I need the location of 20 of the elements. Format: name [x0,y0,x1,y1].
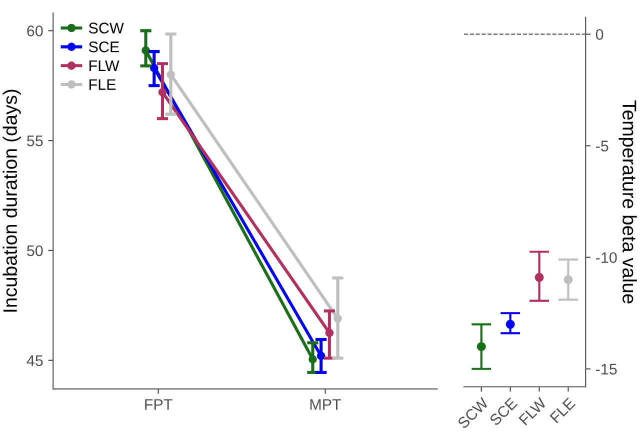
y-tick-label: -10 [596,252,617,264]
y-tick-label: 55 [27,136,43,146]
y-tick-label: 45 [26,355,43,366]
y-axis-title: Temperature beta value [618,100,637,304]
legend-label: FLW [90,60,120,71]
y-axis-title: Incubation duration (days) [2,90,21,312]
y-tick-label: -5 [596,140,608,152]
x-tick-label: MPT [310,399,342,410]
legend-label: FLE [90,79,116,90]
y-tick-label: 60 [27,26,43,36]
y-tick-label: -15 [596,364,617,375]
point [534,272,544,282]
point [476,342,486,352]
legend-label: SCE [88,42,120,52]
y-tick-label: 0 [596,29,604,40]
point [564,275,573,284]
legend-label: SCW [88,22,124,34]
point [506,320,515,329]
y-tick-label: 50 [27,245,43,256]
x-tick-label: FPT [145,399,172,410]
